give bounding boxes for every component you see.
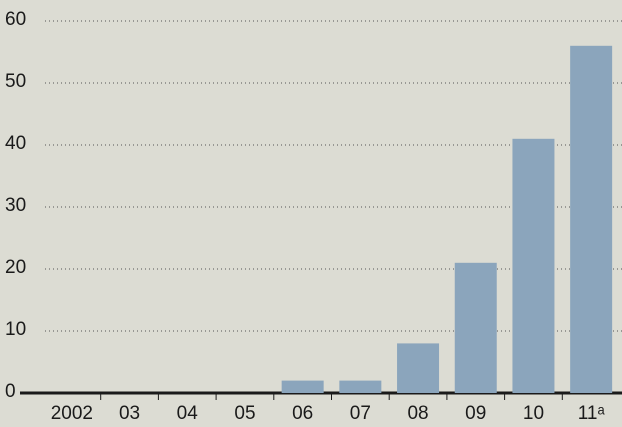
bar: [570, 45, 613, 394]
x-tick-label: 09: [465, 403, 486, 424]
y-tick-label: 30: [5, 195, 26, 216]
x-tick-label: 04: [177, 403, 199, 424]
bar: [339, 380, 382, 393]
x-tick-label: 11ᵃ: [578, 403, 606, 424]
x-tick-label: 07: [350, 403, 371, 424]
x-tick-label: 06: [292, 403, 313, 424]
y-tick-label: 10: [5, 319, 26, 340]
y-tick-label: 40: [5, 133, 26, 154]
bar: [454, 262, 497, 393]
x-tick-label: 2002: [51, 403, 93, 424]
y-tick-label: 50: [5, 71, 26, 92]
bar: [512, 138, 555, 393]
x-tick-label: 05: [234, 403, 255, 424]
bar: [397, 343, 440, 393]
x-tick-label: 08: [407, 403, 428, 424]
y-tick-label: 20: [5, 257, 26, 278]
x-tick-label: 10: [523, 403, 544, 424]
bar: [281, 380, 324, 393]
x-tick-label: 03: [119, 403, 140, 424]
y-tick-label: 0: [5, 381, 16, 402]
y-tick-label: 60: [5, 9, 26, 30]
